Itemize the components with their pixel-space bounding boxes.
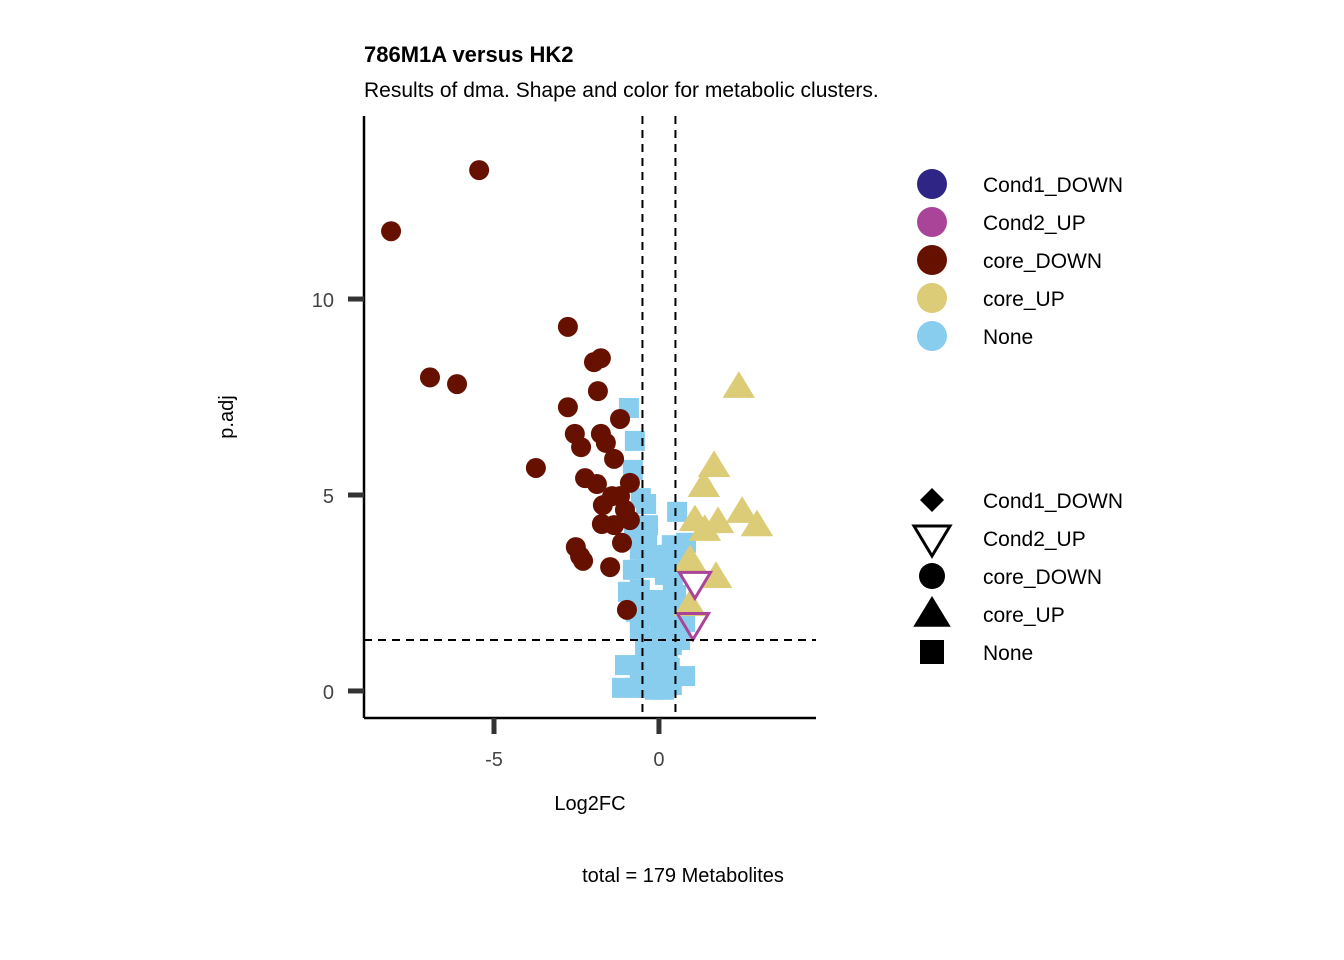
data-point-core-up <box>699 561 733 588</box>
legend-key <box>917 169 947 199</box>
data-point-core-down <box>619 510 640 531</box>
data-point-core-up <box>722 371 756 398</box>
data-point-core-down <box>612 532 633 553</box>
legend-key <box>917 207 947 237</box>
legend-label: None <box>983 642 1033 665</box>
legend-label: core_UP <box>983 288 1065 311</box>
data-point-none <box>657 649 678 670</box>
x-tick-label: 0 <box>653 749 664 771</box>
legend-key <box>917 245 947 275</box>
data-point-none <box>629 539 650 560</box>
data-point-core-down <box>583 352 604 373</box>
data-point-core-down <box>604 448 625 469</box>
data-point-none <box>642 649 663 670</box>
legend-label: Cond2_UP <box>983 528 1086 551</box>
legend-key <box>917 321 947 351</box>
color-legend: Cond1_DOWN Cond2_UP core_DOWN core_UP None <box>917 169 1123 351</box>
legend-key <box>917 283 947 313</box>
y-tick-label: 5 <box>323 486 334 508</box>
legend-label: Cond2_UP <box>983 212 1086 235</box>
legend-key <box>920 488 944 512</box>
chart-subtitle: Results of dma. Shape and color for meta… <box>364 79 879 102</box>
y-tick-label: 0 <box>323 682 334 704</box>
y-axis-label: p.adj <box>216 395 238 438</box>
data-point-core-up <box>687 470 721 498</box>
legend-label: None <box>983 326 1033 349</box>
legend-key <box>920 640 944 664</box>
legend-label: core_UP <box>983 604 1065 627</box>
legend-label: Cond1_DOWN <box>983 174 1123 197</box>
data-point-core-down <box>587 381 608 402</box>
data-point-none <box>649 590 670 611</box>
data-point-none <box>651 610 672 631</box>
data-point-core-up <box>740 509 774 537</box>
data-point-core-down <box>469 160 490 181</box>
data-point-core-up <box>697 450 731 478</box>
data-point-none <box>624 430 645 451</box>
shape-legend: Cond1_DOWN Cond2_UP core_DOWN core_UP None <box>911 488 1123 665</box>
data-point-core-down <box>447 374 468 395</box>
data-point-core-down <box>557 316 578 337</box>
data-point-core-down <box>592 495 613 516</box>
data-point-core-down <box>586 474 607 495</box>
data-point-none <box>653 679 674 700</box>
data-point-none <box>638 515 659 536</box>
legend-label: core_DOWN <box>983 250 1102 273</box>
data-point-core-down <box>600 557 621 578</box>
x-tick-label: -5 <box>485 749 503 771</box>
data-point-core-up <box>688 514 722 541</box>
legend-key <box>919 563 945 589</box>
data-point-core-down <box>419 367 440 388</box>
data-point-core-down <box>525 457 546 478</box>
legend-key <box>911 524 953 559</box>
data-point-core-up <box>725 496 759 523</box>
data-point-cond2-up <box>676 570 714 602</box>
data-point-core-down <box>616 599 637 620</box>
data-point-none <box>629 669 650 690</box>
data-point-cond2-up <box>674 612 712 643</box>
data-point-none <box>622 559 643 580</box>
data-point-core-down <box>610 408 631 429</box>
y-tick-label: 10 <box>312 290 334 312</box>
x-axis-label: Log2FC <box>554 793 625 815</box>
data-point-none <box>667 501 688 522</box>
caption: total = 179 Metabolites <box>582 865 784 887</box>
legend-label: core_DOWN <box>983 566 1102 589</box>
data-point-core-down <box>573 550 594 571</box>
data-point-core-up <box>673 544 707 572</box>
legend-label: Cond1_DOWN <box>983 490 1123 513</box>
data-point-core-down <box>571 437 592 458</box>
data-point-core-up <box>673 589 707 617</box>
legend-key <box>913 596 951 627</box>
data-point-none <box>636 494 657 515</box>
data-point-core-down <box>595 432 616 453</box>
chart-title: 786M1A versus HK2 <box>364 42 574 67</box>
data-point-core-down <box>557 397 578 418</box>
data-point-core-down <box>604 515 625 536</box>
data-point-core-down <box>381 221 402 242</box>
